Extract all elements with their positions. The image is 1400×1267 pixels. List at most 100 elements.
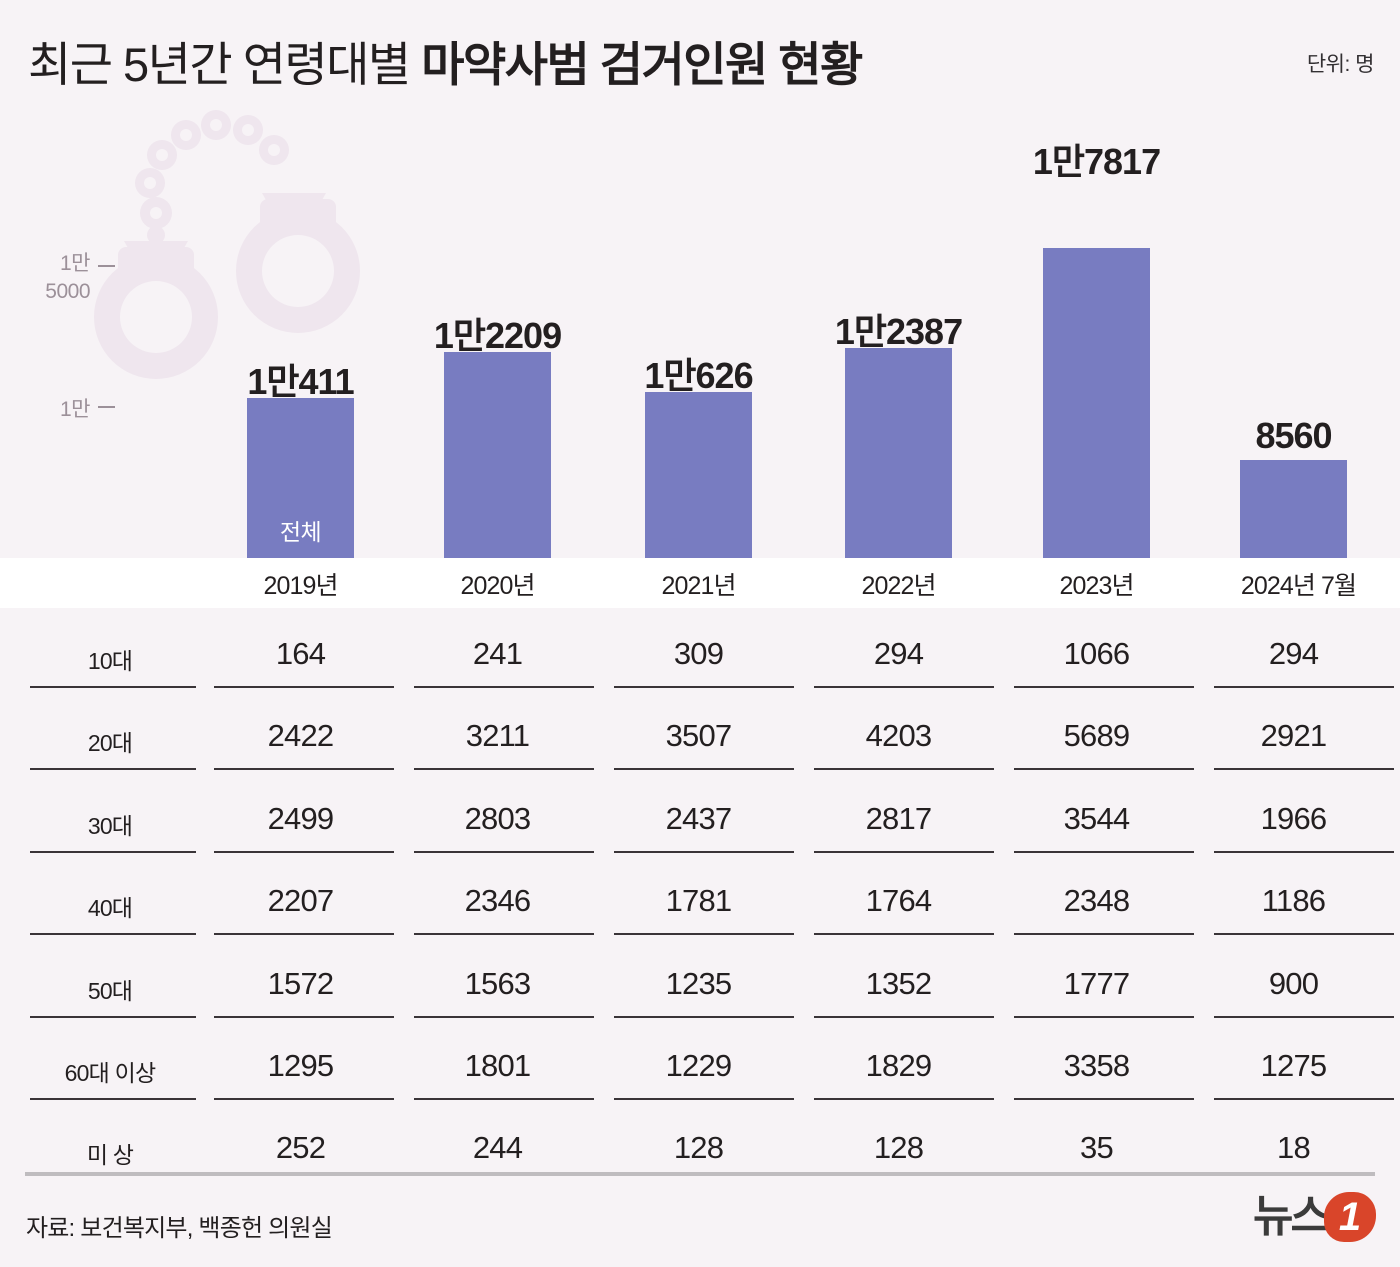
- table-cell-20s-2022: 4203: [865, 718, 933, 753]
- table-cell-10s-2021: 309: [673, 636, 724, 671]
- page-title: 최근 5년간 연령대별 마약사범 검거인원 현황: [28, 26, 863, 95]
- y-axis-tick-15000: 1만 5000: [10, 250, 90, 306]
- bar-inner-label-2019: 전체: [279, 519, 322, 545]
- table-row-separator-6: [1014, 1098, 1194, 1100]
- page-title-light: 최근 5년간 연령대별: [28, 38, 422, 91]
- table-row-separator-5: [30, 1016, 196, 1018]
- table-row-separator-6: [30, 1098, 196, 1100]
- table-row-separator-5: [1014, 1016, 1194, 1018]
- table-cell-unknown-2019: 252: [275, 1130, 326, 1165]
- bar-2019: [247, 398, 354, 558]
- table-row-label-60s-plus: 60대 이상: [64, 1060, 156, 1086]
- table-row-separator-3: [814, 851, 994, 853]
- bar-value-2024-07: 8560: [1255, 415, 1332, 456]
- table-cell-60s-plus-2020: 1801: [464, 1048, 532, 1083]
- table-row-separator-1: [1014, 686, 1194, 688]
- table-row-separator-6: [814, 1098, 994, 1100]
- table-row-separator-3: [214, 851, 394, 853]
- y-axis-dash-15000: [98, 265, 115, 267]
- table-cell-60s-plus-2021: 1229: [665, 1048, 733, 1083]
- table-cell-40s-2020: 2346: [464, 883, 532, 918]
- y-axis-dash-10000: [98, 406, 115, 408]
- table-cell-10s-2023: 1066: [1063, 636, 1131, 671]
- table-cell-20s-2023: 5689: [1063, 718, 1131, 753]
- table-cell-60s-plus-2019: 1295: [267, 1048, 335, 1083]
- table-row-separator-4: [30, 933, 196, 935]
- table-cell-60s-plus-2022: 1829: [865, 1048, 933, 1083]
- table-row-separator-5: [214, 1016, 394, 1018]
- table-cell-30s-2023: 3544: [1063, 801, 1131, 836]
- news1-logo-text: 뉴스: [1253, 1192, 1331, 1241]
- table-row-separator-2: [814, 768, 994, 770]
- table-cell-60s-plus-2024-07: 1275: [1260, 1048, 1328, 1083]
- footer: 자료: 보건복지부, 백종헌 의원실 뉴스 1: [0, 1160, 1400, 1267]
- y-axis-tick-10000-label: 1만: [60, 398, 91, 421]
- table-cell-unknown-2023: 35: [1080, 1130, 1114, 1165]
- news1-logo-one: 1: [1338, 1195, 1362, 1239]
- bar-2024-07: [1240, 460, 1347, 558]
- bar-value-2019: 1만411: [247, 361, 354, 402]
- table-col-header-2021: 2021년: [661, 572, 736, 600]
- table-cell-20s-2019: 2422: [267, 718, 335, 753]
- news1-logo: 뉴스 1: [1253, 1192, 1376, 1242]
- table-row-separator-1: [30, 686, 196, 688]
- y-axis-tick-15000-line1: 1만: [60, 252, 91, 275]
- table-cell-30s-2020: 2803: [464, 801, 532, 836]
- table-row-separator-1: [414, 686, 594, 688]
- table-col-header-2024-07: 2024년 7월: [1240, 572, 1357, 600]
- table-cell-30s-2021: 2437: [665, 801, 733, 836]
- table-row-label-40s: 40대: [87, 895, 133, 921]
- table-row-separator-4: [1014, 933, 1194, 935]
- table-row-separator-2: [614, 768, 794, 770]
- table-cell-10s-2019: 164: [275, 636, 326, 671]
- table-row-separator-3: [614, 851, 794, 853]
- table-cell-50s-2019: 1572: [267, 966, 335, 1001]
- table-cell-40s-2022: 1764: [865, 883, 933, 918]
- table-row-separator-3: [1214, 851, 1394, 853]
- table-row-separator-2: [414, 768, 594, 770]
- table-cell-50s-2020: 1563: [464, 966, 532, 1001]
- table-cell-40s-2021: 1781: [665, 883, 733, 918]
- table-col-header-2020: 2020년: [460, 572, 535, 600]
- table-cell-unknown-2020: 244: [472, 1130, 523, 1165]
- bar-chart: 1만 5000 1만 1만411 전체 1만2209 1만626 1만2387 …: [0, 110, 1400, 558]
- table-cell-10s-2024-07: 294: [1268, 636, 1319, 671]
- header: 최근 5년간 연령대별 마약사범 검거인원 현황 단위: 명: [0, 0, 1400, 110]
- bar-2022: [845, 348, 952, 558]
- table-cell-30s-2024-07: 1966: [1260, 801, 1328, 836]
- table-cell-50s-2021: 1235: [665, 966, 733, 1001]
- table-row-label-unknown: 미 상: [86, 1142, 134, 1168]
- table-row-separator-6: [414, 1098, 594, 1100]
- table-row-separator-4: [414, 933, 594, 935]
- table-row-separator-3: [30, 851, 196, 853]
- table-cell-40s-2024-07: 1186: [1261, 883, 1326, 918]
- table-row-separator-2: [1214, 768, 1394, 770]
- table-row-separator-1: [1214, 686, 1394, 688]
- table-row-separator-4: [214, 933, 394, 935]
- table-cell-50s-2023: 1777: [1063, 966, 1131, 1001]
- table-cell-20s-2021: 3507: [665, 718, 733, 753]
- table-row-separator-3: [414, 851, 594, 853]
- bar-value-2021: 1만626: [644, 355, 753, 396]
- table-cell-50s-2022: 1352: [865, 966, 933, 1001]
- table-row-label-50s: 50대: [87, 978, 133, 1004]
- table-row-separator-2: [1014, 768, 1194, 770]
- table-row-separator-2: [30, 768, 196, 770]
- bar-value-2022: 1만2387: [834, 311, 963, 352]
- table-cell-30s-2022: 2817: [865, 801, 933, 836]
- page-title-bold: 마약사범 검거인원 현황: [421, 38, 863, 91]
- table-col-header-2022: 2022년: [861, 572, 936, 600]
- table-row-label-20s: 20대: [87, 730, 133, 756]
- y-axis-tick-10000: 1만: [10, 393, 91, 423]
- table-row-separator-4: [614, 933, 794, 935]
- table-row-separator-6: [614, 1098, 794, 1100]
- bar-2020: [444, 352, 551, 558]
- source-note: 자료: 보건복지부, 백종헌 의원실: [26, 1215, 333, 1242]
- table-row-separator-4: [814, 933, 994, 935]
- table-cell-10s-2020: 241: [472, 636, 523, 671]
- table-row-separator-4: [1214, 933, 1394, 935]
- bar-2021: [645, 392, 752, 558]
- table-row-separator-1: [614, 686, 794, 688]
- table-header-band: [0, 558, 1400, 608]
- table-row-separator-6: [214, 1098, 394, 1100]
